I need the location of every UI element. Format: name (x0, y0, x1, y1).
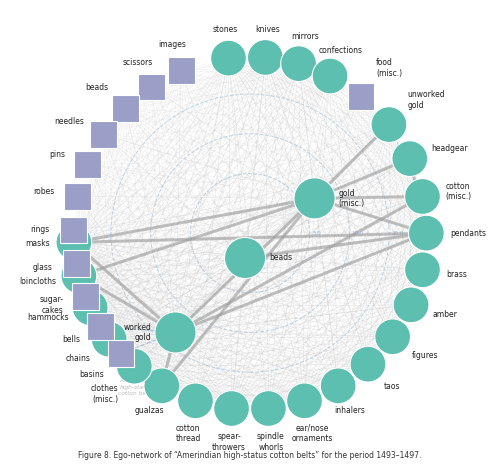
Text: 20.0: 20.0 (392, 231, 404, 236)
Circle shape (92, 321, 127, 357)
Circle shape (392, 141, 428, 177)
Circle shape (393, 287, 429, 323)
Text: 5.0: 5.0 (312, 231, 321, 236)
Text: stones: stones (213, 26, 238, 34)
Text: pins: pins (50, 150, 66, 159)
FancyBboxPatch shape (348, 83, 374, 110)
Text: worked
gold: worked gold (124, 323, 152, 342)
Circle shape (178, 383, 214, 418)
Text: beads: beads (269, 253, 292, 262)
FancyBboxPatch shape (87, 313, 114, 340)
Text: gold
(misc.): gold (misc.) (338, 189, 364, 208)
Text: spindle
whorls: spindle whorls (257, 432, 285, 452)
FancyBboxPatch shape (64, 183, 91, 210)
Text: confections: confections (319, 46, 363, 55)
Circle shape (350, 346, 386, 382)
Text: knives: knives (255, 25, 280, 34)
Text: chains: chains (66, 353, 90, 363)
Text: spear-
throwers: spear- throwers (212, 432, 246, 452)
Circle shape (224, 238, 266, 279)
Text: gualzas: gualzas (135, 406, 164, 416)
Circle shape (312, 58, 348, 94)
Text: ear/nose
ornaments: ear/nose ornaments (291, 424, 333, 443)
Circle shape (294, 178, 335, 219)
FancyBboxPatch shape (60, 217, 87, 244)
Text: needles: needles (54, 117, 84, 126)
Text: clothes
(misc.): clothes (misc.) (91, 384, 118, 404)
Text: amber: amber (433, 310, 458, 319)
Text: glass: glass (33, 263, 53, 272)
Text: figures: figures (412, 351, 438, 360)
Circle shape (320, 368, 356, 404)
Text: rings: rings (30, 225, 50, 234)
Text: masks: masks (26, 239, 50, 248)
FancyBboxPatch shape (112, 95, 138, 122)
Circle shape (210, 40, 246, 76)
Text: loincloths: loincloths (19, 277, 56, 286)
Circle shape (280, 46, 316, 81)
FancyBboxPatch shape (168, 57, 194, 84)
Circle shape (371, 106, 407, 142)
Text: mirrors: mirrors (292, 32, 319, 41)
Circle shape (56, 225, 92, 260)
Text: pendants: pendants (450, 229, 486, 238)
Text: robes: robes (33, 187, 54, 196)
Circle shape (404, 179, 440, 214)
Circle shape (155, 312, 196, 353)
Circle shape (214, 391, 250, 426)
Circle shape (144, 368, 180, 404)
Text: inhalers: inhalers (334, 406, 366, 416)
FancyBboxPatch shape (108, 340, 134, 367)
Text: unworked
gold: unworked gold (408, 91, 446, 110)
Circle shape (250, 391, 286, 426)
Text: cotton
thread: cotton thread (176, 424, 201, 443)
Text: Amerindian
high-status
cotton belts: Amerindian high-status cotton belts (118, 379, 153, 396)
FancyBboxPatch shape (63, 250, 90, 277)
Text: bells: bells (62, 335, 80, 344)
Text: hammocks: hammocks (27, 313, 68, 322)
Text: food
(misc.): food (misc.) (376, 58, 402, 78)
Circle shape (72, 290, 108, 326)
Text: beads: beads (86, 83, 108, 92)
FancyBboxPatch shape (90, 121, 117, 148)
FancyBboxPatch shape (72, 283, 99, 310)
Circle shape (404, 252, 440, 288)
FancyBboxPatch shape (138, 73, 165, 100)
Text: headgear: headgear (432, 144, 468, 153)
Circle shape (116, 348, 152, 384)
Text: cotton
(misc.): cotton (misc.) (446, 182, 472, 201)
Circle shape (286, 383, 322, 418)
Text: 10.0: 10.0 (352, 231, 364, 236)
Text: sugar-
cakes: sugar- cakes (39, 295, 63, 314)
Text: brass: brass (446, 270, 466, 279)
Circle shape (375, 319, 410, 355)
Circle shape (248, 40, 283, 75)
Text: basins: basins (79, 370, 104, 379)
Circle shape (408, 215, 444, 251)
FancyBboxPatch shape (74, 151, 101, 178)
Text: images: images (158, 40, 186, 49)
Text: taos: taos (384, 382, 400, 391)
Circle shape (61, 258, 97, 294)
Text: Figure 8. Ego-network of “Amerindian high-status cotton belts” for the period 14: Figure 8. Ego-network of “Amerindian hig… (78, 452, 422, 460)
Text: scissors: scissors (123, 58, 153, 67)
